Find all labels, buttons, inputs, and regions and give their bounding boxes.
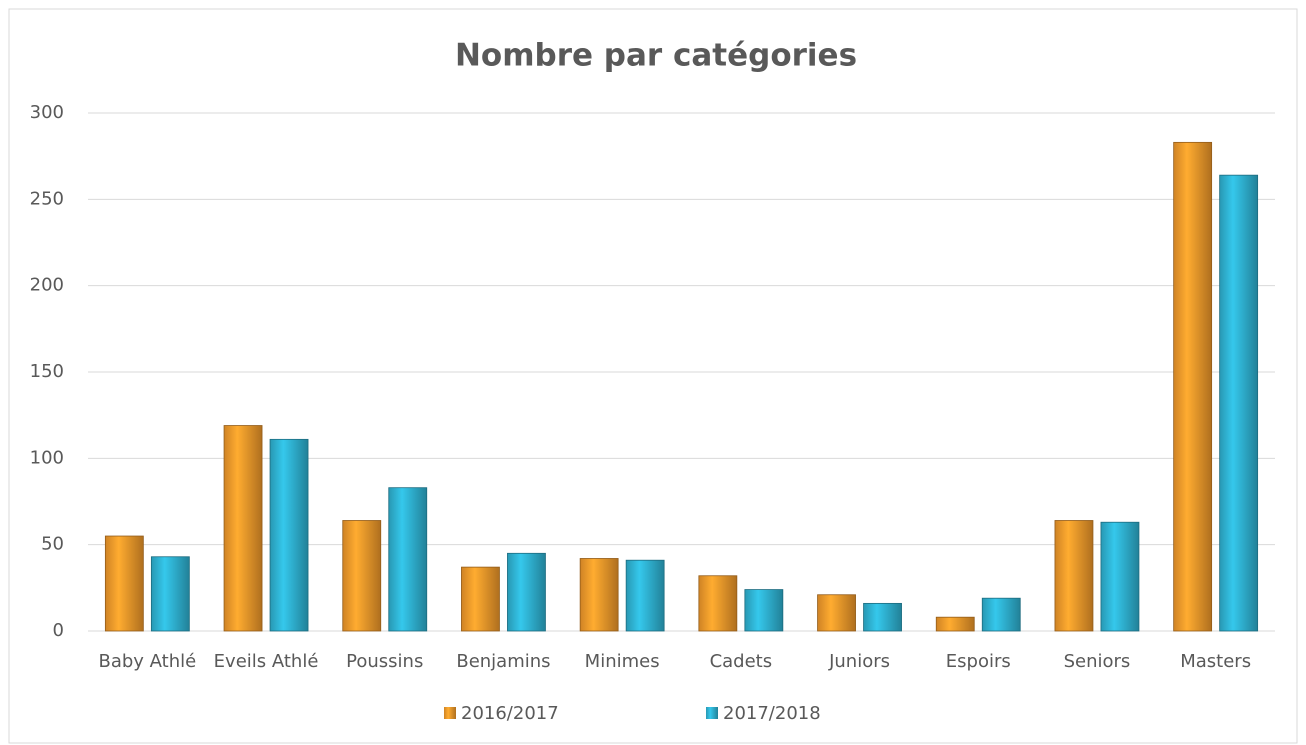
bar [104,535,144,632]
bar [150,556,190,632]
bar [223,425,263,632]
bar [863,602,902,632]
bar [981,597,1021,632]
legend-swatch [444,707,456,719]
legend-label: 2016/2017 [461,703,559,724]
x-tick-label: Juniors [828,651,890,672]
x-tick-label: Cadets [710,651,773,672]
bar [625,559,665,632]
chart-border [8,8,1298,744]
x-tick-label: Espoirs [946,651,1011,672]
bar [579,558,619,632]
y-tick-label: 250 [30,188,64,209]
bar [269,438,309,632]
bar [342,520,382,632]
legend-label: 2017/2018 [723,703,821,724]
y-tick-label: 150 [30,361,64,382]
chart-title: Nombre par catégories [455,38,857,74]
bar [507,552,546,632]
x-tick-label: Masters [1180,651,1251,672]
bar [388,487,428,632]
y-tick-label: 0 [53,620,64,641]
x-tick-label: Benjamins [456,651,550,672]
bar [1100,521,1140,632]
bar [461,566,500,632]
bar [1173,141,1213,632]
bar [744,589,784,632]
x-tick-label: Minimes [585,651,660,672]
x-tick-label: Baby Athlé [98,651,196,672]
bar [698,575,738,632]
bar [1054,520,1094,632]
bar [817,594,856,632]
bar [1219,174,1259,632]
x-tick-label: Seniors [1064,651,1131,672]
y-tick-label: 50 [41,534,64,555]
y-tick-label: 300 [30,102,64,123]
bar [935,616,975,632]
y-tick-label: 100 [30,447,64,468]
legend-swatch [706,707,718,719]
y-tick-label: 200 [30,275,64,296]
x-tick-label: Poussins [346,651,423,672]
x-tick-label: Eveils Athlé [214,651,319,672]
